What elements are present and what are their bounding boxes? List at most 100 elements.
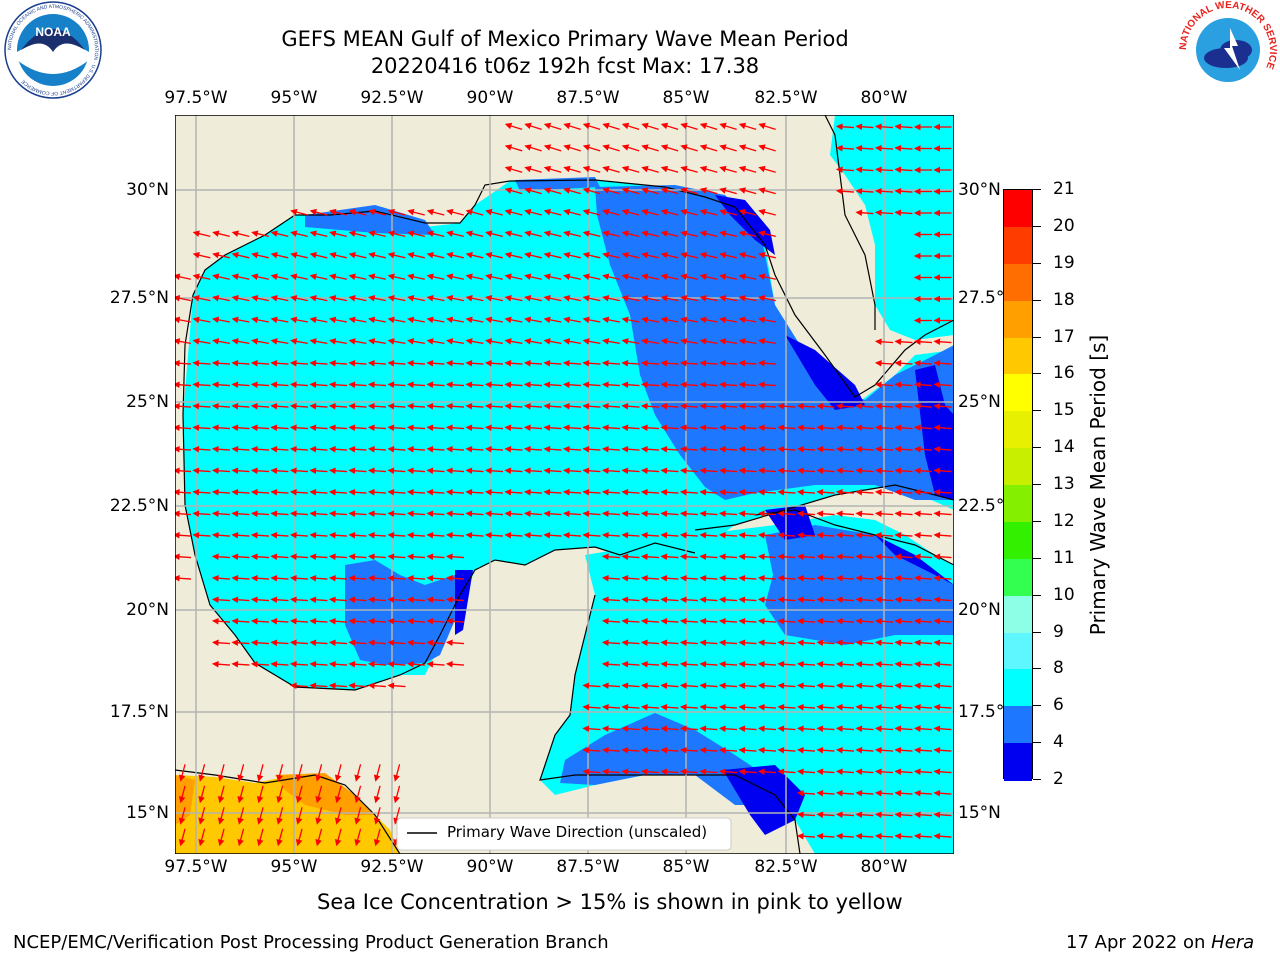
wave-arrow <box>231 617 250 625</box>
wave-arrow <box>348 402 367 410</box>
lon-label-top: 87.5°W <box>556 88 620 108</box>
wave-arrow <box>660 596 679 604</box>
colorbar-tick <box>1033 594 1041 596</box>
wave-arrow <box>757 424 777 432</box>
wave-arrow <box>660 660 679 668</box>
wave-arrow <box>582 510 601 518</box>
wave-arrow <box>231 467 250 475</box>
wave-arrow <box>212 230 230 238</box>
wave-arrow <box>679 488 699 496</box>
wave-arrow <box>894 746 913 754</box>
wave-arrow <box>894 144 913 152</box>
wave-arrow <box>387 467 406 475</box>
colorbar-tick-label: 18 <box>1053 289 1075 310</box>
wave-arrow <box>757 488 777 496</box>
wave-arrow <box>777 639 796 647</box>
wave-arrow <box>562 402 582 410</box>
wave-arrow <box>329 251 347 259</box>
wave-arrow <box>231 359 250 367</box>
wave-arrow <box>251 230 269 238</box>
wave-arrow <box>777 768 796 776</box>
wave-arrow <box>192 338 211 345</box>
wave-arrow <box>328 639 348 647</box>
wave-arrow <box>777 746 796 754</box>
wave-arrow <box>329 208 347 216</box>
wave-arrow <box>217 764 225 782</box>
wave-arrow <box>524 295 542 302</box>
wave-arrow <box>913 402 933 410</box>
wave-arrow <box>334 828 342 847</box>
wave-arrow <box>913 145 932 152</box>
wave-arrow <box>738 682 757 690</box>
wave-arrow <box>758 273 776 280</box>
wave-arrow <box>256 807 264 825</box>
wave-arrow <box>757 596 777 604</box>
wave-arrow <box>738 596 757 604</box>
wave-arrow <box>602 144 620 152</box>
wave-arrow <box>543 144 562 152</box>
wave-arrow <box>387 553 406 561</box>
wave-arrow <box>738 273 757 280</box>
wave-arrow <box>367 660 387 668</box>
wave-arrow <box>406 488 426 496</box>
wave-arrow <box>407 230 425 238</box>
wave-arrow <box>874 467 894 475</box>
wave-arrow <box>504 531 523 539</box>
wave-arrow <box>641 338 659 345</box>
wave-arrow <box>757 703 777 711</box>
wave-arrow <box>309 596 328 604</box>
wave-arrow <box>679 639 699 647</box>
wave-arrow <box>393 785 401 804</box>
wave-arrow <box>446 273 464 280</box>
wave-arrow <box>270 381 289 389</box>
wave-arrow <box>601 359 621 367</box>
colorbar-tick <box>1033 520 1041 522</box>
wave-arrow <box>348 359 367 367</box>
wave-arrow <box>855 402 874 410</box>
wave-arrow <box>504 122 523 131</box>
wave-arrow <box>217 807 225 825</box>
wave-arrow <box>601 682 621 690</box>
wave-arrow <box>640 617 660 625</box>
wave-arrow <box>328 488 348 496</box>
wave-arrow <box>465 273 484 280</box>
wave-arrow <box>660 381 679 389</box>
wave-arrow <box>621 639 640 647</box>
wave-arrow <box>387 208 406 216</box>
wave-arrow <box>231 295 250 302</box>
wave-arrow <box>874 596 894 604</box>
wave-arrow <box>348 230 367 238</box>
wave-arrow <box>465 338 484 345</box>
wave-arrow <box>601 488 621 496</box>
wave-arrow <box>367 682 387 690</box>
wave-arrow <box>738 122 757 131</box>
wave-arrow <box>387 682 406 690</box>
wave-arrow <box>621 359 640 367</box>
wave-arrow <box>484 381 504 389</box>
wave-arrow <box>758 251 776 259</box>
wave-arrow <box>445 445 465 453</box>
wave-arrow <box>621 402 640 410</box>
wave-arrow <box>835 445 855 453</box>
wave-arrow <box>874 338 894 346</box>
wave-arrow <box>874 617 894 625</box>
wave-arrow <box>621 122 640 131</box>
wave-arrow <box>270 295 289 302</box>
wave-arrow <box>309 617 328 625</box>
wave-arrow <box>660 703 679 711</box>
wave-arrow <box>446 251 464 259</box>
wave-arrow <box>835 166 855 174</box>
wave-arrow <box>354 764 362 782</box>
wave-arrow <box>796 789 816 797</box>
wave-arrow <box>796 811 816 819</box>
wave-arrow <box>543 381 562 389</box>
wave-arrow <box>543 251 562 259</box>
wave-arrow <box>309 424 328 432</box>
wave-arrow <box>387 445 406 453</box>
wave-arrow <box>640 746 660 754</box>
wave-arrow <box>328 574 348 582</box>
wave-arrow <box>933 123 952 131</box>
wave-arrow <box>387 295 406 302</box>
wave-arrow <box>699 273 718 280</box>
wave-arrow <box>757 467 777 475</box>
